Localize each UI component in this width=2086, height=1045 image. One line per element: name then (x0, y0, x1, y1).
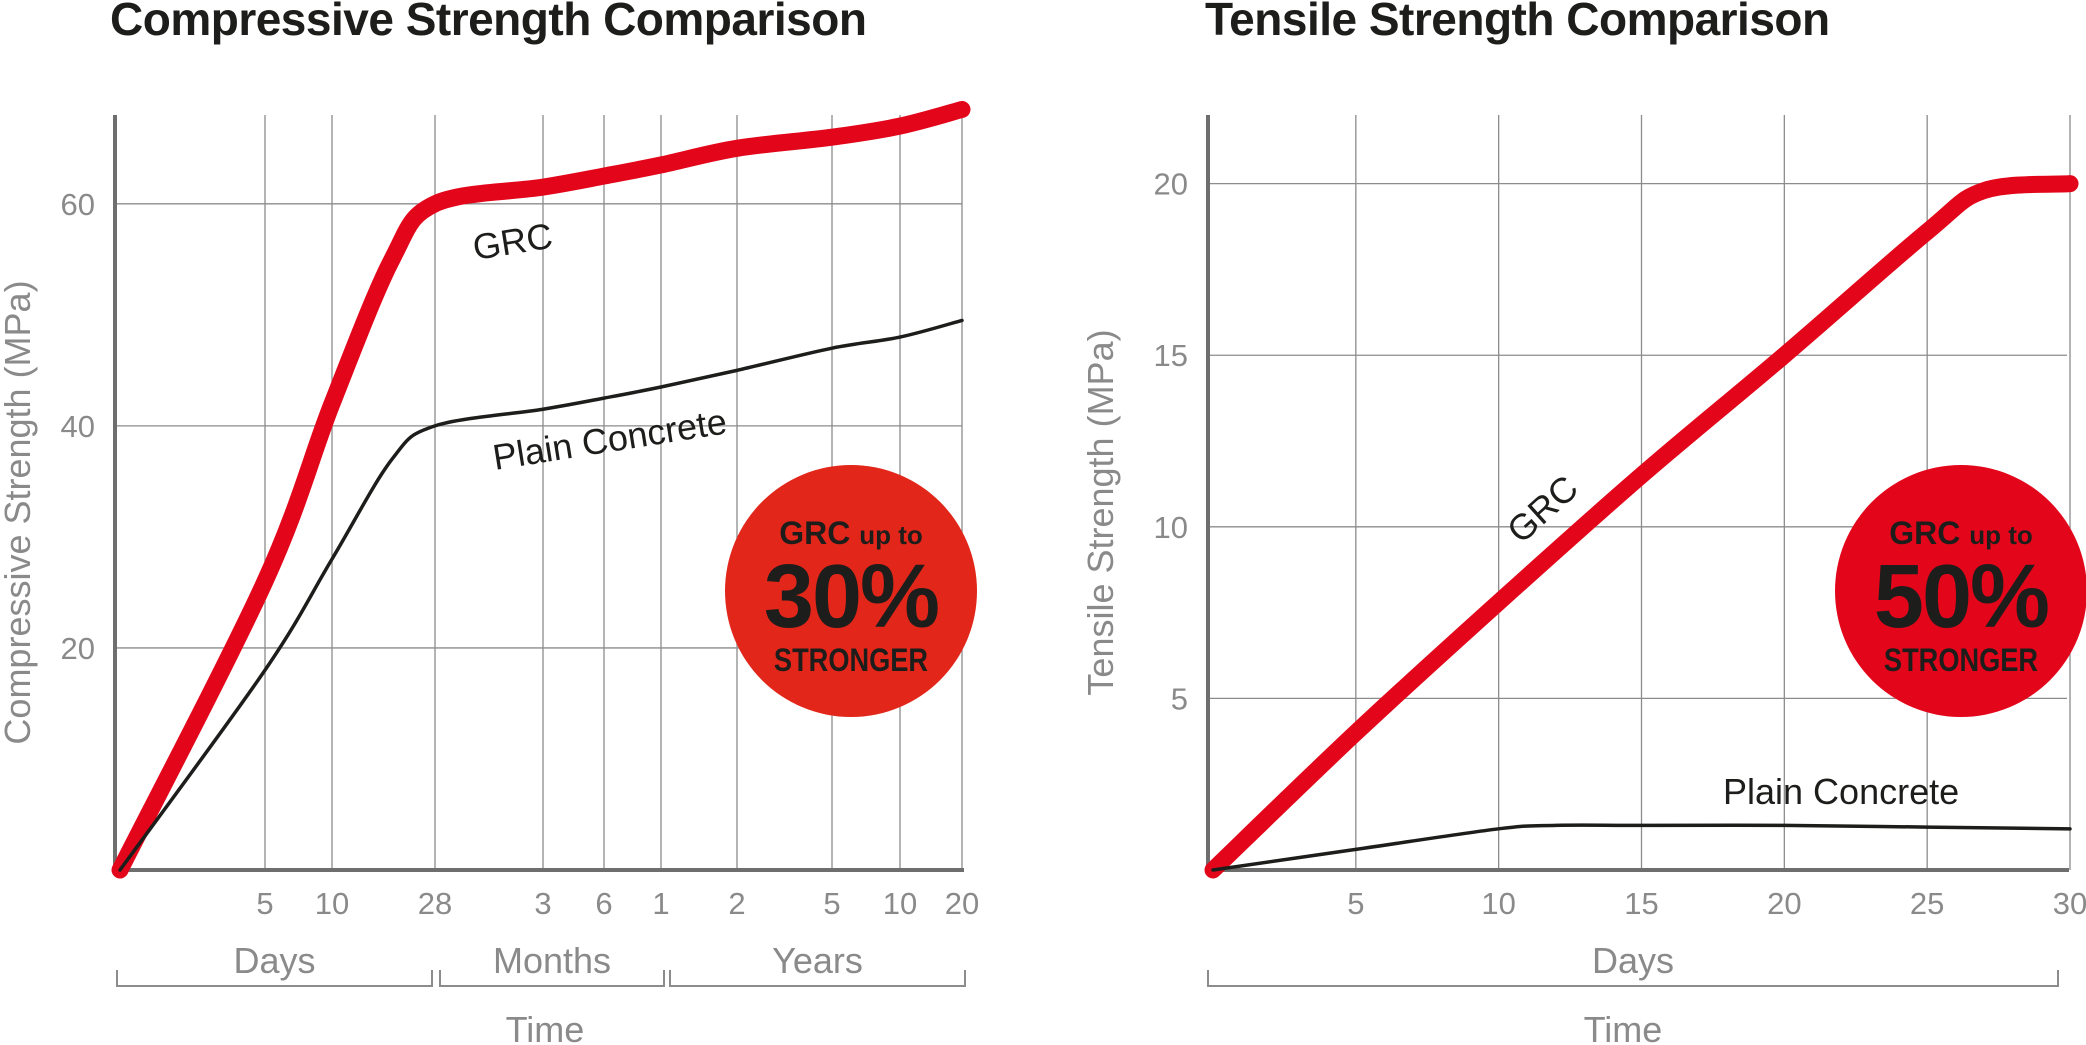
x-tick-label: 5 (1347, 886, 1364, 921)
x-tick-label: 28 (418, 886, 452, 921)
badge-percentage: 50% (1873, 547, 2050, 647)
series-label-plain-concrete: Plain Concrete (1723, 771, 1959, 812)
x-group-bracket (669, 970, 966, 987)
x-group-label: Months (493, 940, 611, 981)
x-tick-label: 25 (1910, 886, 1944, 921)
y-axis-label: Tensile Strength (MPa) (1080, 329, 1121, 695)
y-tick-label: 20 (61, 631, 95, 666)
x-tick-label: 3 (534, 886, 551, 921)
x-tick-label: 10 (883, 886, 917, 921)
tensile-strength-chart: 5 10 15 20 5 10 15 20 25 30 Days Time Tensile Streng… (1080, 115, 2086, 1045)
tensile-strength-panel: Tensile Strength Comparison 5 10 15 20 5 10 15… (1043, 0, 2086, 1045)
plain-concrete-line (1211, 823, 2072, 872)
compressive-strength-chart: 20 40 60 5 10 28 3 6 1 2 5 10 20 Days Months Years Time C… (0, 100, 979, 1045)
x-tick-label: 5 (823, 886, 840, 921)
y-tick-label: 60 (61, 187, 95, 222)
badge-line1: GRC up to (779, 515, 923, 551)
x-tick-label: 15 (1624, 886, 1658, 921)
y-tick-label: 5 (1171, 681, 1188, 716)
chart-title: Tensile Strength Comparison (1205, 0, 1830, 45)
badge-percentage: 30% (763, 547, 940, 647)
strength-badge: GRC up to 30% STRONGER (725, 465, 977, 717)
x-group-label: Years (772, 940, 863, 981)
x-tick-label: 5 (256, 886, 273, 921)
x-tick-label: 2 (728, 886, 745, 921)
x-group-label: Days (1592, 940, 1674, 981)
x-group-bracket (1207, 970, 2059, 987)
grc-line (111, 100, 971, 879)
y-axis-label: Compressive Strength (MPa) (0, 280, 38, 744)
grc-line (1204, 175, 2079, 879)
x-group-label: Days (233, 940, 315, 981)
badge-line1: GRC up to (1889, 515, 2033, 551)
y-tick-label: 20 (1154, 167, 1188, 202)
x-tick-label: 6 (595, 886, 612, 921)
strength-badge: GRC up to 50% STRONGER (1835, 465, 2086, 717)
x-tick-label: 10 (315, 886, 349, 921)
x-group-bracket (439, 970, 665, 987)
y-tick-label: 15 (1154, 338, 1188, 373)
compressive-strength-panel: Compressive Strength Comparison 20 40 60 5 1… (0, 0, 979, 1045)
x-tick-label: 20 (1767, 886, 1801, 921)
y-tick-label: 40 (61, 409, 95, 444)
x-axis-label: Time (1584, 1009, 1663, 1045)
x-tick-label: 1 (652, 886, 669, 921)
y-tick-label: 10 (1154, 510, 1188, 545)
badge-line3: STRONGER (1883, 642, 2039, 678)
plain-concrete-line (118, 318, 964, 872)
x-group-bracket (116, 970, 433, 987)
x-tick-label: 20 (945, 886, 979, 921)
x-tick-label: 30 (2053, 886, 2086, 921)
x-tick-label: 10 (1481, 886, 1515, 921)
chart-title: Compressive Strength Comparison (110, 0, 867, 45)
x-axis-label: Time (506, 1009, 585, 1045)
badge-line3: STRONGER (773, 642, 929, 678)
